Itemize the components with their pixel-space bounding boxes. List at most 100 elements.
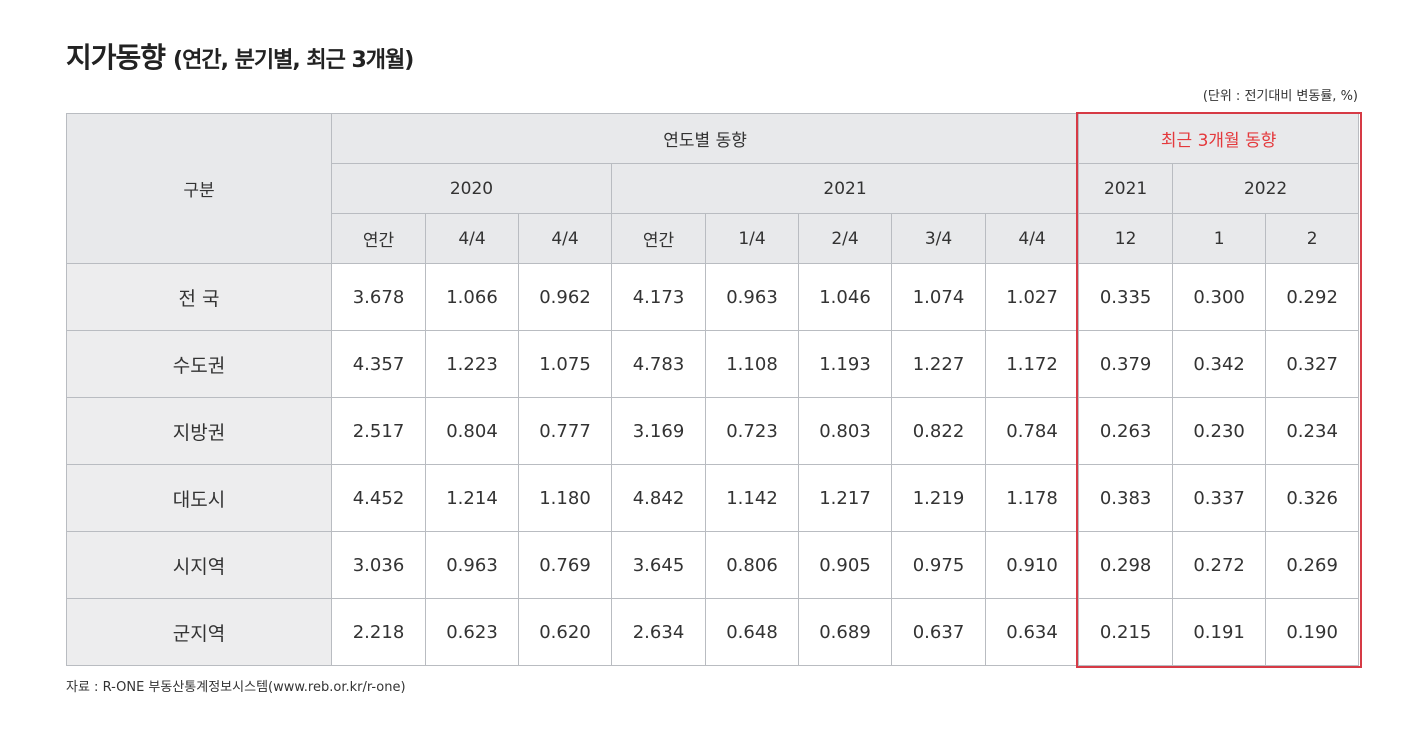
header-year-2021: 2021 — [610, 163, 1080, 214]
table-cell: 0.327 — [1265, 330, 1360, 398]
table-cell: 0.269 — [1265, 531, 1360, 599]
table-cell: 0.620 — [518, 598, 612, 666]
subcolumn-header-row: 연간 4/4 4/4 연간 1/4 2/4 3/4 4/4 12 1 2 — [67, 213, 1360, 264]
table-cell: 0.777 — [518, 397, 612, 465]
table-cell: 1.227 — [891, 330, 986, 398]
subcolumn-header: 12 — [1078, 213, 1174, 264]
table-cell: 0.326 — [1265, 464, 1360, 532]
row-label: 군지역 — [66, 598, 332, 666]
row-label: 전 국 — [66, 263, 332, 331]
table-cell: 0.230 — [1172, 397, 1267, 465]
table-row: 지방권 2.517 0.804 0.777 3.169 0.723 0.803 0.822 0.… — [66, 397, 1360, 465]
header-yearly-trend: 연도별 동향 — [330, 113, 1080, 164]
row-label: 수도권 — [66, 330, 332, 398]
table-cell: 1.219 — [891, 464, 986, 532]
title-subtitle: (연간, 분기별, 최근 3개월) — [173, 48, 414, 73]
unit-note: (단위 : 전기대비 변동률, %) — [1202, 89, 1358, 104]
table-cell: 0.648 — [705, 598, 799, 666]
table-row: 전 국 3.678 1.066 0.962 4.173 0.963 1.046 1.074 1.… — [66, 263, 1360, 331]
table-cell: 0.634 — [984, 598, 1080, 666]
table-cell: 1.217 — [798, 464, 892, 532]
table-cell: 0.298 — [1078, 531, 1174, 599]
table-body: 전 국 3.678 1.066 0.962 4.173 0.963 1.046 1.074 1.… — [66, 263, 1360, 666]
table-cell: 1.027 — [984, 263, 1080, 331]
subcolumn-header: 4/4 — [984, 213, 1080, 264]
table-cell: 0.804 — [425, 397, 519, 465]
table-cell: 1.180 — [518, 464, 612, 532]
table-cell: 4.357 — [331, 330, 426, 398]
table-cell: 2.517 — [331, 397, 426, 465]
table-cell: 1.172 — [984, 330, 1080, 398]
table-cell: 0.234 — [1265, 397, 1360, 465]
table-cell: 3.645 — [611, 531, 706, 599]
header-category: 구분 — [66, 113, 332, 264]
table-cell: 0.379 — [1078, 330, 1174, 398]
table-cell: 0.623 — [425, 598, 519, 666]
page-title: 지가동향 (연간, 분기별, 최근 3개월) — [66, 36, 414, 81]
table-cell: 0.784 — [984, 397, 1080, 465]
subcolumn-header: 연간 — [611, 213, 706, 264]
subcolumn-header: 연간 — [331, 213, 426, 264]
table-cell: 1.193 — [798, 330, 892, 398]
row-label: 지방권 — [66, 397, 332, 465]
table-cell: 2.634 — [611, 598, 706, 666]
table-cell: 0.723 — [705, 397, 799, 465]
source-note: 자료 : R-ONE 부동산통계정보시스템(www.reb.or.kr/r-on… — [66, 680, 406, 695]
table-cell: 0.910 — [984, 531, 1080, 599]
table-cell: 1.178 — [984, 464, 1080, 532]
table-cell: 0.272 — [1172, 531, 1267, 599]
table-cell: 0.191 — [1172, 598, 1267, 666]
table-cell: 0.962 — [518, 263, 612, 331]
table-cell: 0.769 — [518, 531, 612, 599]
subcolumn-header: 1 — [1172, 213, 1267, 264]
row-label: 시지역 — [66, 531, 332, 599]
table-cell: 1.108 — [705, 330, 799, 398]
table-cell: 1.075 — [518, 330, 612, 398]
table-cell: 1.074 — [891, 263, 986, 331]
table-cell: 0.803 — [798, 397, 892, 465]
land-price-table: 구분 연도별 동향 최근 3개월 동향 2020 2021 2021 2022 … — [66, 113, 1360, 666]
table-cell: 4.783 — [611, 330, 706, 398]
table-cell: 0.963 — [705, 263, 799, 331]
subcolumn-header: 2 — [1265, 213, 1360, 264]
table-cell: 1.223 — [425, 330, 519, 398]
table-cell: 0.689 — [798, 598, 892, 666]
table-cell: 0.263 — [1078, 397, 1174, 465]
table-cell: 0.300 — [1172, 263, 1267, 331]
table-cell: 0.383 — [1078, 464, 1174, 532]
table-cell: 0.975 — [891, 531, 986, 599]
table-cell: 0.337 — [1172, 464, 1267, 532]
table-cell: 3.678 — [331, 263, 426, 331]
subcolumn-header: 3/4 — [891, 213, 986, 264]
table-cell: 3.169 — [611, 397, 706, 465]
table-cell: 2.218 — [331, 598, 426, 666]
row-label: 대도시 — [66, 464, 332, 532]
table-cell: 1.046 — [798, 263, 892, 331]
title-main: 지가동향 — [66, 41, 166, 74]
table-cell: 0.806 — [705, 531, 799, 599]
table-cell: 3.036 — [331, 531, 426, 599]
table-cell: 1.066 — [425, 263, 519, 331]
table-row: 시지역 3.036 0.963 0.769 3.645 0.806 0.905 0.975 0.… — [66, 531, 1360, 599]
table-cell: 0.292 — [1265, 263, 1360, 331]
table-cell: 0.342 — [1172, 330, 1267, 398]
header-year-2020: 2020 — [331, 163, 612, 214]
table-cell: 0.335 — [1078, 263, 1174, 331]
table-cell: 0.963 — [425, 531, 519, 599]
table-cell: 1.214 — [425, 464, 519, 532]
header-recent-year-2022: 2022 — [1172, 163, 1360, 214]
table-cell: 0.215 — [1078, 598, 1174, 666]
table-cell: 0.637 — [891, 598, 986, 666]
subcolumn-header: 4/4 — [518, 213, 612, 264]
table-cell: 0.822 — [891, 397, 986, 465]
subcolumn-header: 1/4 — [705, 213, 799, 264]
table-cell: 4.173 — [611, 263, 706, 331]
table-cell: 1.142 — [705, 464, 799, 532]
table-row: 대도시 4.452 1.214 1.180 4.842 1.142 1.217 1.219 1.… — [66, 464, 1360, 532]
table-cell: 4.842 — [611, 464, 706, 532]
subcolumn-header: 2/4 — [798, 213, 892, 264]
table-row: 군지역 2.218 0.623 0.620 2.634 0.648 0.689 0.637 0.… — [66, 598, 1360, 666]
subcolumn-header: 4/4 — [425, 213, 519, 264]
table-cell: 0.905 — [798, 531, 892, 599]
table-cell: 0.190 — [1265, 598, 1360, 666]
